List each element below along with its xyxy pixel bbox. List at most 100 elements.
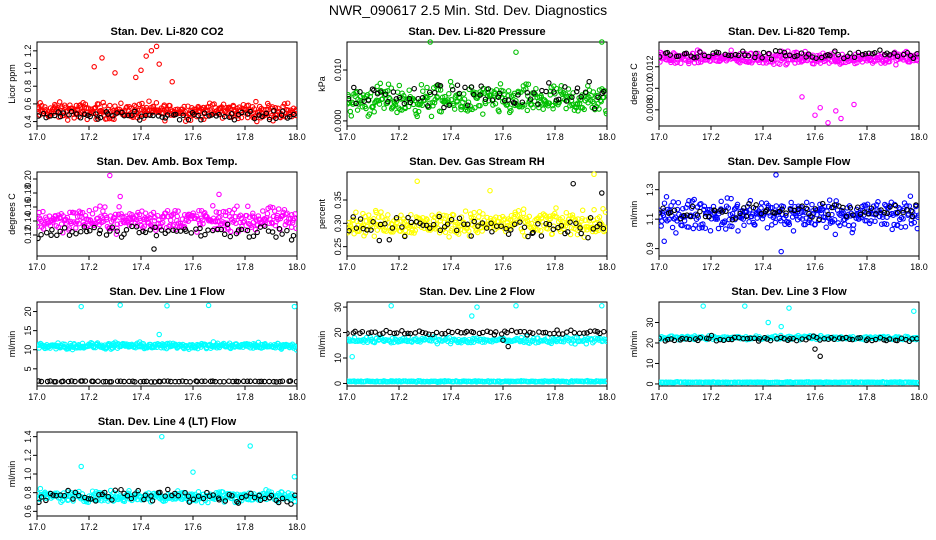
x-tick-label: 17.6 — [494, 262, 512, 272]
data-point — [578, 230, 584, 237]
data-point — [831, 217, 838, 223]
data-point — [401, 330, 408, 337]
data-point — [66, 232, 73, 238]
data-point — [818, 379, 825, 386]
data-point — [167, 217, 174, 224]
data-point — [743, 213, 750, 220]
data-point — [233, 378, 240, 385]
data-point — [437, 83, 444, 89]
data-point — [72, 378, 78, 385]
y-tick-label: 30 — [333, 302, 343, 312]
data-point — [859, 51, 866, 58]
data-point — [385, 212, 391, 218]
data-point — [348, 113, 355, 119]
data-point — [187, 379, 193, 385]
series-secondary — [659, 332, 919, 360]
data-point — [575, 108, 581, 114]
data-point — [700, 221, 706, 227]
data-point — [230, 378, 236, 385]
x-tick-label: 17.4 — [132, 262, 150, 272]
data-point — [891, 221, 897, 228]
data-point — [362, 230, 369, 236]
data-point — [460, 91, 467, 97]
data-point — [586, 78, 592, 85]
y-tick-label: 15 — [23, 326, 33, 336]
data-point — [707, 228, 714, 234]
outlier-point — [78, 303, 84, 310]
data-point — [913, 202, 919, 208]
data-point — [42, 104, 48, 110]
x-tick-label: 17.8 — [858, 262, 876, 272]
panel-title: Stan. Dev. Li-820 Pressure — [408, 26, 545, 38]
data-point — [574, 100, 581, 107]
y-tick-label: 0.18 — [23, 184, 33, 202]
data-point — [446, 91, 452, 97]
data-point — [702, 213, 709, 220]
data-point — [392, 101, 399, 108]
data-point — [399, 328, 405, 334]
data-point — [38, 494, 45, 500]
data-point — [262, 223, 268, 229]
x-tick-label: 18.0 — [910, 392, 928, 402]
data-point — [507, 105, 513, 111]
data-point — [68, 108, 75, 115]
x-tick-label: 17.8 — [236, 262, 254, 272]
data-point — [480, 211, 486, 217]
data-point — [158, 227, 165, 233]
outlier-point — [817, 104, 823, 111]
data-point — [600, 225, 607, 232]
data-point — [212, 218, 219, 225]
outlier-point — [773, 172, 779, 178]
data-point — [263, 106, 269, 113]
data-point — [569, 212, 576, 218]
data-point — [675, 199, 682, 206]
series-baseline — [659, 379, 919, 386]
x-tick-label: 17.2 — [702, 262, 720, 272]
data-point — [673, 230, 679, 236]
x-tick-label: 17.2 — [80, 132, 98, 142]
x-tick-label: 17.6 — [184, 522, 202, 532]
data-point — [162, 118, 168, 124]
data-point — [470, 91, 477, 98]
data-point — [686, 198, 692, 204]
data-point — [125, 112, 131, 119]
data-point — [531, 98, 538, 104]
data-point — [603, 110, 607, 117]
data-point — [659, 59, 663, 65]
data-point — [670, 199, 677, 205]
points-layer — [347, 171, 607, 244]
data-point — [710, 50, 716, 57]
data-point — [753, 202, 759, 208]
data-point — [72, 489, 79, 496]
outlier-point — [599, 190, 605, 196]
data-point — [136, 101, 143, 108]
data-point — [434, 95, 441, 101]
data-point — [73, 225, 79, 231]
data-point — [105, 111, 111, 117]
data-point — [229, 492, 235, 499]
data-point — [832, 231, 839, 238]
data-point — [37, 235, 41, 242]
data-point — [854, 204, 861, 210]
outlier-point — [427, 39, 433, 45]
data-point — [93, 116, 99, 123]
data-point — [497, 81, 504, 87]
points-layer — [347, 39, 607, 120]
outlier-point — [151, 246, 157, 252]
data-point — [563, 98, 570, 104]
x-tick-label: 17.2 — [390, 132, 408, 142]
data-point — [553, 205, 559, 211]
data-point — [681, 212, 687, 219]
data-point — [894, 209, 901, 216]
data-point — [256, 492, 262, 499]
data-point — [454, 82, 461, 88]
data-point — [407, 330, 414, 337]
data-point — [484, 214, 490, 221]
outlier-point — [107, 172, 113, 179]
data-point — [492, 100, 499, 107]
data-point — [454, 328, 461, 335]
data-point — [600, 206, 606, 212]
data-point — [416, 328, 423, 334]
data-point — [152, 224, 158, 231]
outlier-point — [414, 178, 420, 185]
